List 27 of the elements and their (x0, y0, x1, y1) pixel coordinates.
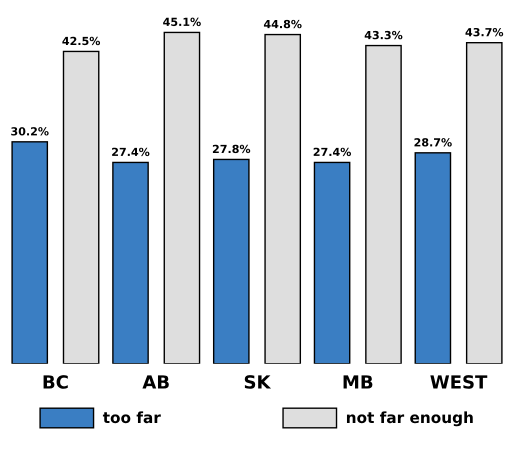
bar (365, 44, 402, 364)
x-tick-label: AB (142, 375, 169, 389)
data-label: 27.4% (314, 148, 352, 156)
bar (264, 34, 302, 364)
bar (466, 42, 503, 364)
x-tick-label: WEST (430, 375, 488, 389)
bar (164, 32, 200, 364)
bar (112, 162, 149, 364)
legend-label: not far enough (346, 411, 473, 426)
bar (62, 50, 100, 364)
data-label: 27.4% (112, 148, 150, 156)
data-label: 43.3% (364, 30, 402, 40)
data-label: 30.2% (11, 127, 49, 136)
x-tick-label: BC (44, 375, 68, 389)
bar (314, 162, 350, 364)
bar (414, 152, 452, 364)
data-label: 28.7% (414, 138, 452, 147)
data-label: 43.7% (465, 28, 504, 36)
legend-label: too far (102, 411, 161, 424)
bar (11, 141, 48, 364)
data-label: 27.8% (212, 144, 250, 154)
data-label: 44.8% (264, 20, 302, 28)
data-label: 45.1% (163, 18, 201, 26)
x-tick-label: MB (344, 375, 372, 389)
bar (212, 158, 250, 364)
data-label: 42.5% (62, 36, 100, 46)
x-tick-label: SK (244, 375, 272, 389)
